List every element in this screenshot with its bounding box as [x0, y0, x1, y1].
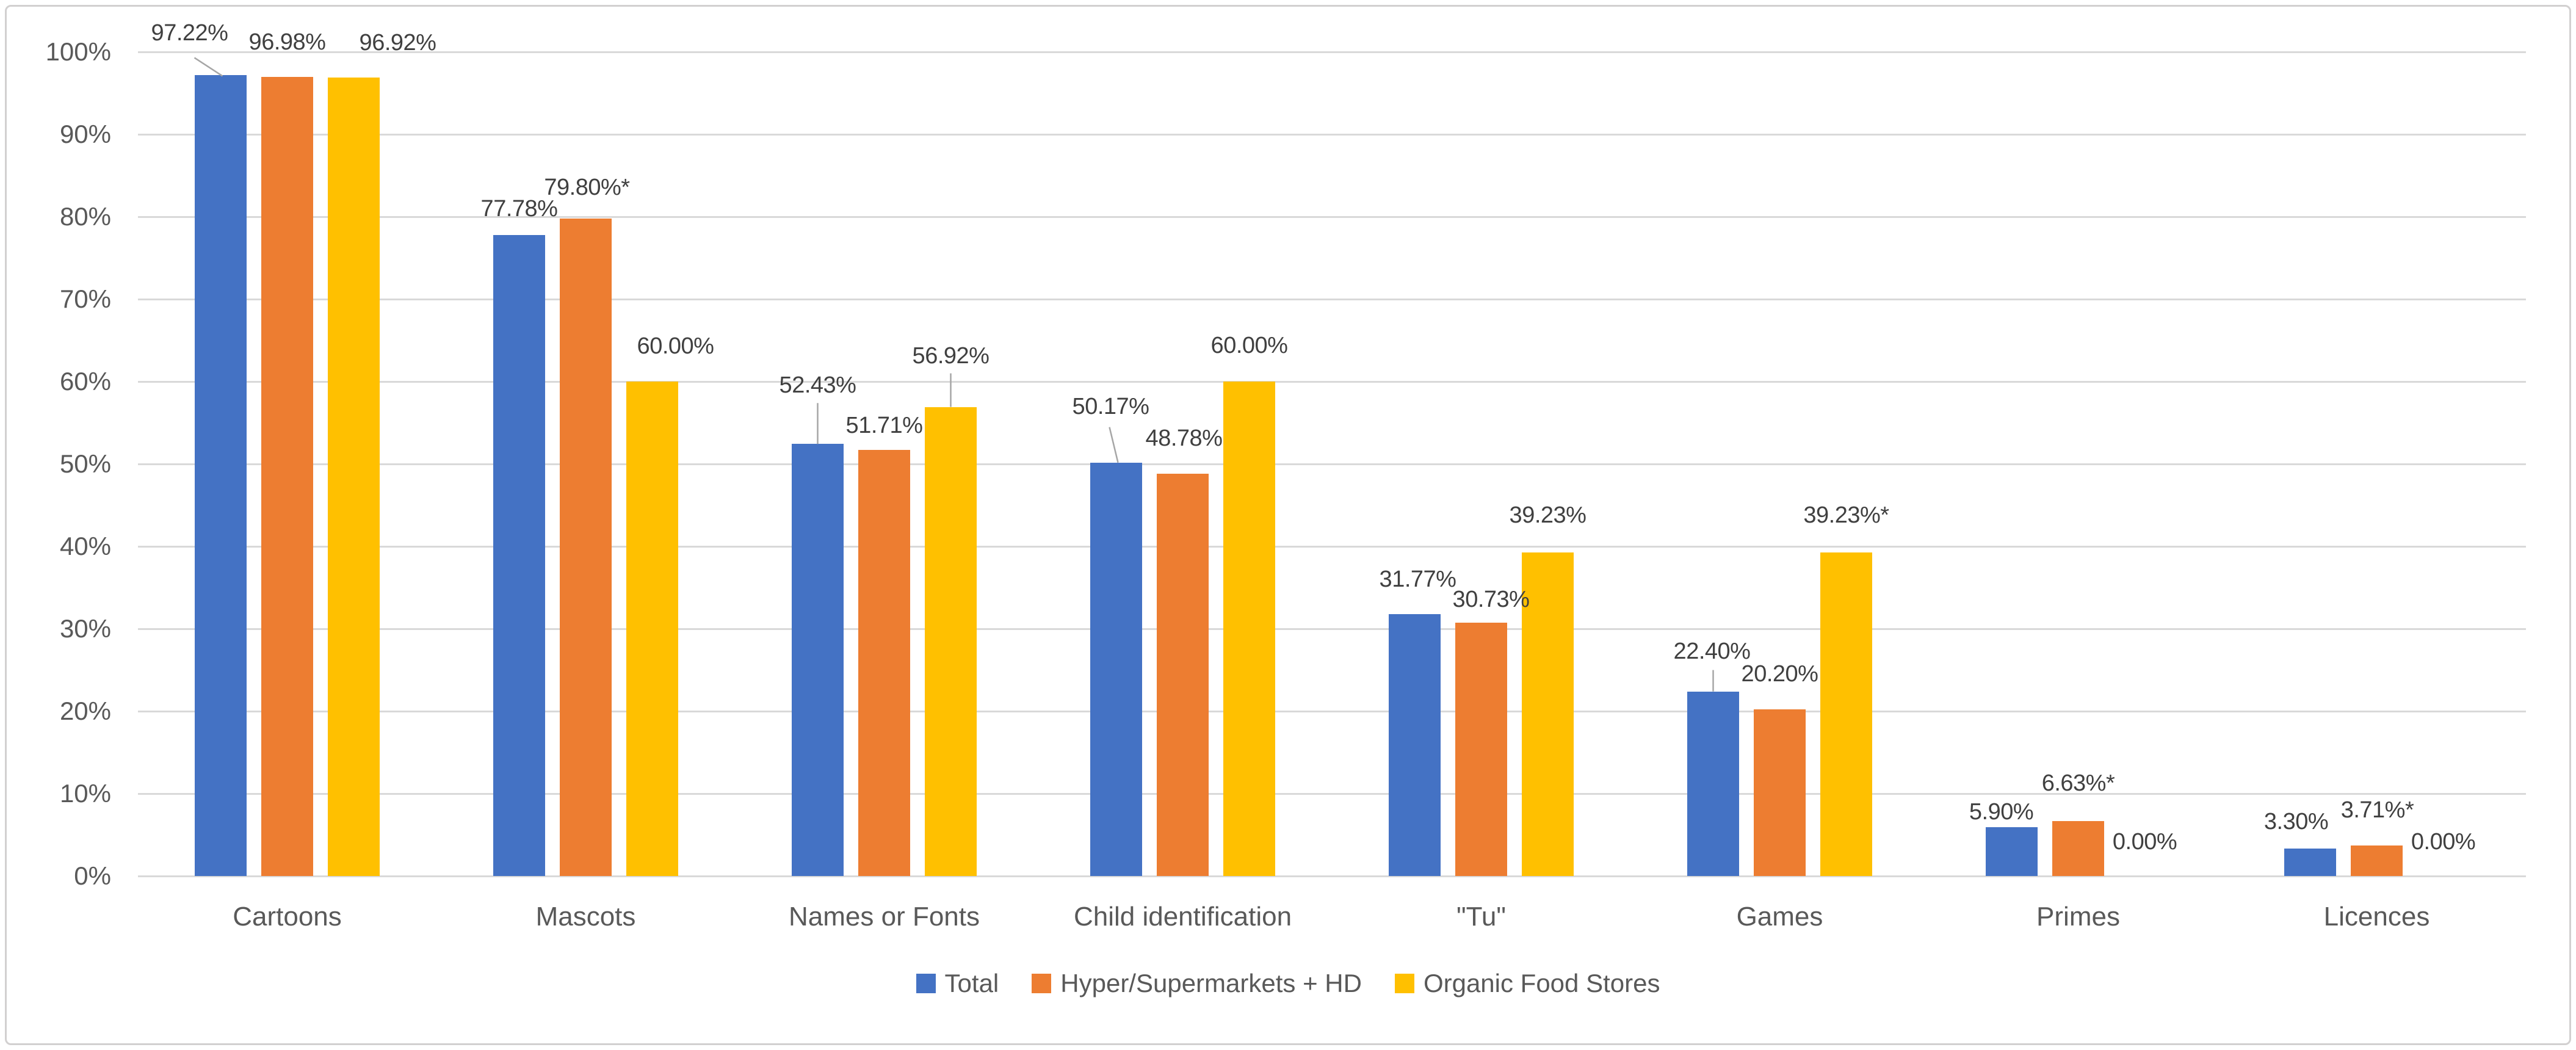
data-label: 79.80%*: [544, 174, 630, 200]
y-axis-tick-label: 80%: [59, 202, 111, 231]
bar-organic-food-stores-2: [925, 407, 977, 876]
data-label: 96.98%: [248, 29, 326, 55]
category-label-1: Mascots: [535, 902, 636, 932]
bar-organic-food-stores-5: [1820, 552, 1872, 876]
y-axis-tick-label: 90%: [59, 120, 111, 148]
gridline-10%: [138, 792, 2526, 795]
data-label: 39.23%*: [1803, 502, 1889, 529]
category-label-4: "Tu": [1456, 902, 1506, 932]
legend-swatch-icon: [1394, 974, 1414, 993]
bar-total-0: [195, 74, 247, 876]
data-label: 39.23%: [1509, 502, 1586, 529]
bar-hyper-supermarkets-hd-7: [2351, 845, 2403, 876]
bar-hyper-supermarkets-hd-4: [1455, 623, 1507, 876]
data-label: 60.00%: [637, 333, 714, 359]
data-label: 30.73%: [1452, 587, 1530, 613]
data-label: 77.78%: [480, 195, 558, 222]
bar-total-1: [493, 234, 545, 876]
y-axis-tick-label: 70%: [59, 284, 111, 313]
bar-hyper-supermarkets-hd-6: [2052, 821, 2104, 876]
data-label: 3.71%*: [2340, 797, 2414, 823]
category-label-5: Games: [1736, 902, 1823, 932]
legend-item-hyper-supermarkets-hd: Hyper/Supermarkets + HD: [1032, 969, 1362, 998]
data-label: 3.30%: [2263, 809, 2329, 835]
data-label: 96.92%: [359, 29, 436, 56]
y-axis-tick-label: 10%: [59, 779, 111, 808]
data-label: 56.92%: [912, 342, 990, 369]
bar-total-2: [792, 444, 844, 876]
gridline-100%: [138, 51, 2526, 53]
data-label: 6.63%*: [2041, 770, 2115, 797]
chart-frame: [5, 5, 2571, 1045]
data-label: 60.00%: [1210, 333, 1288, 358]
gridline-40%: [138, 545, 2526, 548]
gridline-50%: [138, 463, 2526, 465]
bar-organic-food-stores-4: [1522, 552, 1574, 876]
gridline-80%: [138, 215, 2526, 218]
y-axis-tick-label: 30%: [59, 614, 111, 643]
legend-swatch-icon: [1032, 974, 1052, 993]
legend-swatch-icon: [916, 974, 936, 993]
bar-total-3: [1090, 462, 1142, 876]
gridline-0%: [138, 875, 2526, 877]
bar-hyper-supermarkets-hd-1: [560, 218, 612, 876]
data-label: 52.43%: [779, 372, 856, 399]
data-label: 0.00%: [2112, 829, 2177, 855]
y-axis-tick-label: 40%: [59, 532, 111, 560]
bar-hyper-supermarkets-hd-5: [1754, 709, 1806, 876]
bar-total-4: [1389, 614, 1441, 876]
y-axis-tick-label: 60%: [59, 367, 111, 396]
legend-item-organic-food-stores: Organic Food Stores: [1394, 969, 1660, 998]
legend-label: Hyper/Supermarkets + HD: [1060, 969, 1362, 998]
data-label: 31.77%: [1379, 567, 1456, 593]
data-label: 0.00%: [2411, 829, 2476, 855]
bar-organic-food-stores-0: [328, 77, 380, 876]
data-label: 48.78%: [1145, 425, 1223, 452]
category-label-0: Cartoons: [233, 902, 342, 932]
category-label-7: Licences: [2323, 902, 2430, 932]
bar-hyper-supermarkets-hd-2: [858, 449, 910, 876]
data-label: 22.40%: [1673, 638, 1751, 664]
category-label-6: Primes: [2036, 902, 2120, 932]
bar-organic-food-stores-3: [1223, 382, 1275, 876]
y-axis-tick-label: 100%: [45, 37, 111, 66]
y-axis-tick-label: 0%: [74, 861, 111, 890]
gridline-60%: [138, 380, 2526, 383]
legend-label: Organic Food Stores: [1423, 969, 1660, 998]
leader-line: [194, 57, 223, 77]
legend-label: Total: [944, 969, 999, 998]
gridline-20%: [138, 710, 2526, 712]
bar-organic-food-stores-1: [626, 382, 678, 876]
category-label-3: Child identification: [1073, 902, 1292, 932]
data-label: 97.22%: [151, 20, 228, 46]
y-axis-tick-label: 50%: [59, 449, 111, 478]
data-label: 51.71%: [845, 412, 923, 438]
gridline-90%: [138, 133, 2526, 136]
bar-total-5: [1687, 691, 1739, 876]
bar-total-6: [1986, 827, 2038, 876]
data-label: 20.20%: [1741, 661, 1818, 687]
data-label: 50.17%: [1072, 393, 1149, 419]
y-axis-tick-label: 20%: [59, 697, 111, 725]
leader-line: [1109, 427, 1119, 463]
bar-hyper-supermarkets-hd-3: [1157, 474, 1209, 876]
gridline-70%: [138, 298, 2526, 300]
category-label-2: Names or Fonts: [789, 902, 980, 932]
bar-total-7: [2284, 849, 2336, 876]
bar-hyper-supermarkets-hd-0: [261, 76, 313, 876]
gridline-30%: [138, 628, 2526, 630]
chart-legend: Total Hyper/Supermarkets + HD Organic Food…: [0, 969, 2576, 998]
data-label: 5.90%: [1969, 799, 2034, 825]
legend-item-total: Total: [916, 969, 999, 998]
